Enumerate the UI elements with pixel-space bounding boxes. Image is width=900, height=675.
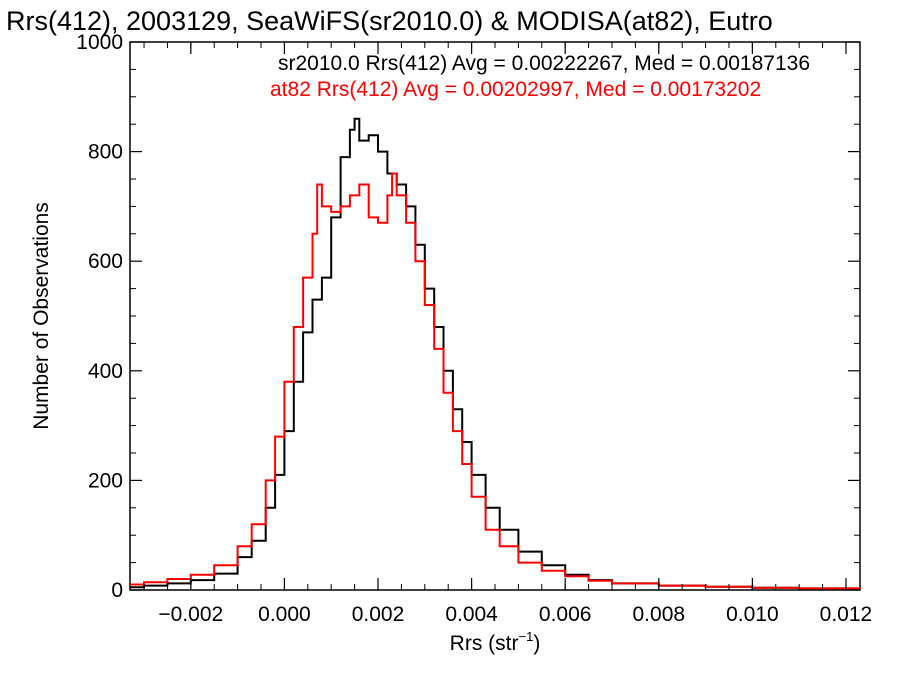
x-tick-label: 0.012 [820, 603, 873, 626]
x-tick-label: 0.000 [258, 603, 311, 626]
y-tick-label: 600 [88, 250, 123, 273]
chart-title: Rrs(412), 2003129, SeaWiFS(sr2010.0) & M… [6, 6, 773, 36]
x-axis-label-main: Rrs (str [450, 632, 519, 655]
x-axis-label: Rrs (str−1) [450, 629, 541, 655]
y-tick-label: 0 [111, 579, 123, 602]
x-tick-label: 0.004 [445, 603, 498, 626]
x-tick-label: −0.002 [158, 603, 223, 626]
series-line-0 [130, 117, 861, 590]
y-tick-label: 200 [88, 469, 123, 492]
series-layer [130, 117, 861, 590]
x-tick-label: 0.010 [726, 603, 779, 626]
y-tick-label: 1000 [76, 31, 123, 54]
ticks-layer: −0.002 0.000 0.002 0.004 0.006 0.008 0.010 0.01… [76, 31, 872, 626]
y-tick-label: 800 [88, 141, 123, 164]
x-tick-label: 0.002 [352, 603, 405, 626]
series-line-1 [130, 172, 861, 590]
x-tick-label: 0.008 [633, 603, 686, 626]
y-axis-label: Number of Observations [30, 202, 53, 430]
legend-entry-sr2010: sr2010.0 Rrs(412) Avg = 0.00222267, Med … [278, 52, 810, 75]
x-axis-label-exponent: −1 [519, 629, 534, 644]
y-tick-label: 400 [88, 360, 123, 383]
x-axis-label-close: ) [533, 632, 540, 655]
legend-entry-at82: at82 Rrs(412) Avg = 0.00202997, Med = 0.… [270, 78, 761, 101]
x-tick-label: 0.006 [539, 603, 592, 626]
